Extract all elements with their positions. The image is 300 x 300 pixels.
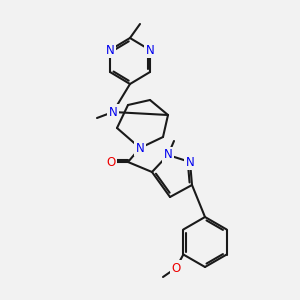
Text: N: N: [186, 155, 194, 169]
Text: N: N: [136, 142, 144, 154]
Text: O: O: [171, 262, 181, 275]
Text: O: O: [106, 155, 116, 169]
Text: N: N: [146, 44, 154, 56]
Text: N: N: [109, 106, 117, 118]
Text: N: N: [106, 44, 114, 56]
Text: N: N: [164, 148, 172, 161]
